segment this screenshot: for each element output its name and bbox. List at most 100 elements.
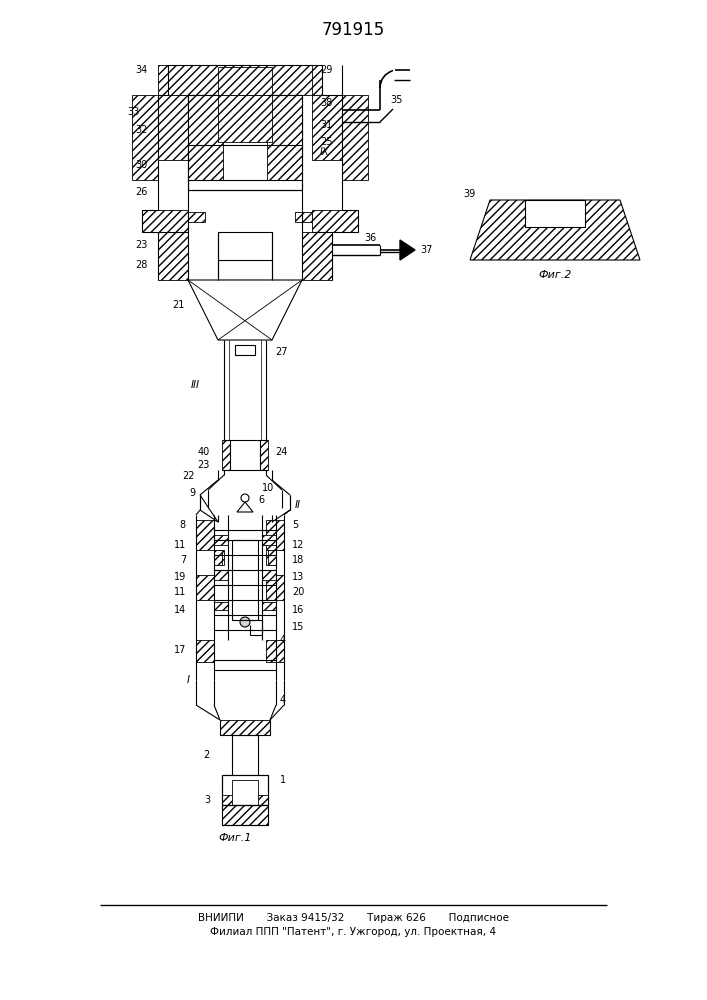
Text: 19: 19 [174, 572, 186, 582]
Text: 9: 9 [189, 488, 195, 498]
Bar [196, 640, 214, 662]
Text: 26: 26 [136, 187, 148, 197]
Text: 16: 16 [292, 605, 304, 615]
Bar [220, 720, 270, 735]
Bar [188, 95, 302, 190]
Bar [312, 95, 342, 160]
Text: 10: 10 [262, 483, 274, 493]
Bar [312, 65, 322, 95]
Text: IX: IX [320, 147, 329, 157]
Bar [214, 550, 224, 565]
Text: 38: 38 [320, 98, 332, 108]
Polygon shape [470, 200, 640, 260]
Bar [218, 95, 272, 142]
Bar [188, 145, 223, 180]
Bar [262, 535, 276, 545]
Text: 18: 18 [292, 555, 304, 565]
Text: 24: 24 [275, 447, 287, 457]
Polygon shape [188, 280, 302, 340]
Bar [342, 95, 368, 180]
Polygon shape [525, 200, 585, 227]
Text: 14: 14 [174, 605, 186, 615]
Text: II: II [295, 500, 301, 510]
Bar [222, 795, 268, 805]
Bar [218, 232, 272, 280]
Text: 3: 3 [204, 795, 210, 805]
Text: III: III [191, 380, 200, 390]
Bar [267, 145, 302, 180]
Bar [235, 345, 255, 355]
Text: 791915: 791915 [322, 21, 385, 39]
Bar [266, 520, 284, 550]
Text: 4: 4 [280, 695, 286, 705]
Bar [168, 65, 322, 95]
Text: 1: 1 [280, 775, 286, 785]
Bar [232, 540, 258, 620]
Bar [188, 95, 223, 145]
Text: 21: 21 [173, 300, 185, 310]
Text: 5: 5 [292, 520, 298, 530]
Polygon shape [400, 240, 415, 260]
Bar [222, 775, 268, 805]
Bar [262, 602, 276, 610]
Bar [262, 570, 276, 580]
Text: 40: 40 [198, 447, 210, 457]
Text: 17: 17 [174, 645, 186, 655]
Text: 15: 15 [292, 622, 305, 632]
Text: 13: 13 [292, 572, 304, 582]
Bar [222, 805, 268, 825]
Text: Фиг.2: Фиг.2 [538, 270, 572, 280]
Bar [188, 212, 205, 222]
Bar [196, 575, 214, 600]
Text: Фиг.1: Фиг.1 [218, 833, 252, 843]
Text: 12: 12 [292, 540, 305, 550]
Text: 2: 2 [204, 750, 210, 760]
Text: Филиал ППП "Патент", г. Ужгород, ул. Проектная, 4: Филиал ППП "Патент", г. Ужгород, ул. Про… [210, 927, 496, 937]
Bar [158, 232, 188, 280]
Polygon shape [237, 502, 253, 512]
Bar [222, 440, 268, 470]
Bar [266, 640, 284, 662]
Bar [222, 805, 268, 825]
Bar [266, 550, 276, 565]
Text: 25: 25 [320, 137, 332, 147]
Bar [196, 520, 214, 550]
Bar [267, 95, 302, 145]
Text: 27: 27 [275, 347, 288, 357]
Bar [142, 210, 188, 232]
Bar [232, 780, 258, 805]
Bar [268, 550, 276, 565]
Text: 6: 6 [258, 495, 264, 505]
Text: ВНИИПИ       Заказ 9415/32       Тираж 626       Подписное: ВНИИПИ Заказ 9415/32 Тираж 626 Подписное [197, 913, 508, 923]
Text: 39: 39 [464, 189, 476, 199]
Text: 35: 35 [390, 95, 402, 105]
Text: 23: 23 [136, 240, 148, 250]
Text: 36: 36 [364, 233, 376, 243]
Text: 31: 31 [320, 120, 332, 130]
Bar [214, 570, 228, 580]
Text: 8: 8 [180, 520, 186, 530]
Text: 29: 29 [320, 65, 332, 75]
Text: 32: 32 [136, 125, 148, 135]
Bar [132, 95, 158, 180]
Text: I: I [187, 675, 190, 685]
Text: 11: 11 [174, 587, 186, 597]
Text: 4: 4 [280, 635, 286, 645]
Text: 33: 33 [128, 107, 140, 117]
Bar [158, 65, 168, 95]
Text: 7: 7 [180, 555, 186, 565]
Bar [312, 210, 358, 232]
Text: 34: 34 [136, 65, 148, 75]
Text: 23: 23 [198, 460, 210, 470]
Circle shape [240, 617, 250, 627]
Bar [214, 535, 228, 545]
Text: 20: 20 [292, 587, 305, 597]
Text: 11: 11 [174, 540, 186, 550]
Bar [218, 67, 272, 95]
Bar [214, 602, 228, 610]
Bar [295, 212, 312, 222]
Bar [230, 440, 260, 470]
Bar [158, 95, 188, 160]
Text: 37: 37 [420, 245, 433, 255]
Bar [266, 575, 284, 600]
